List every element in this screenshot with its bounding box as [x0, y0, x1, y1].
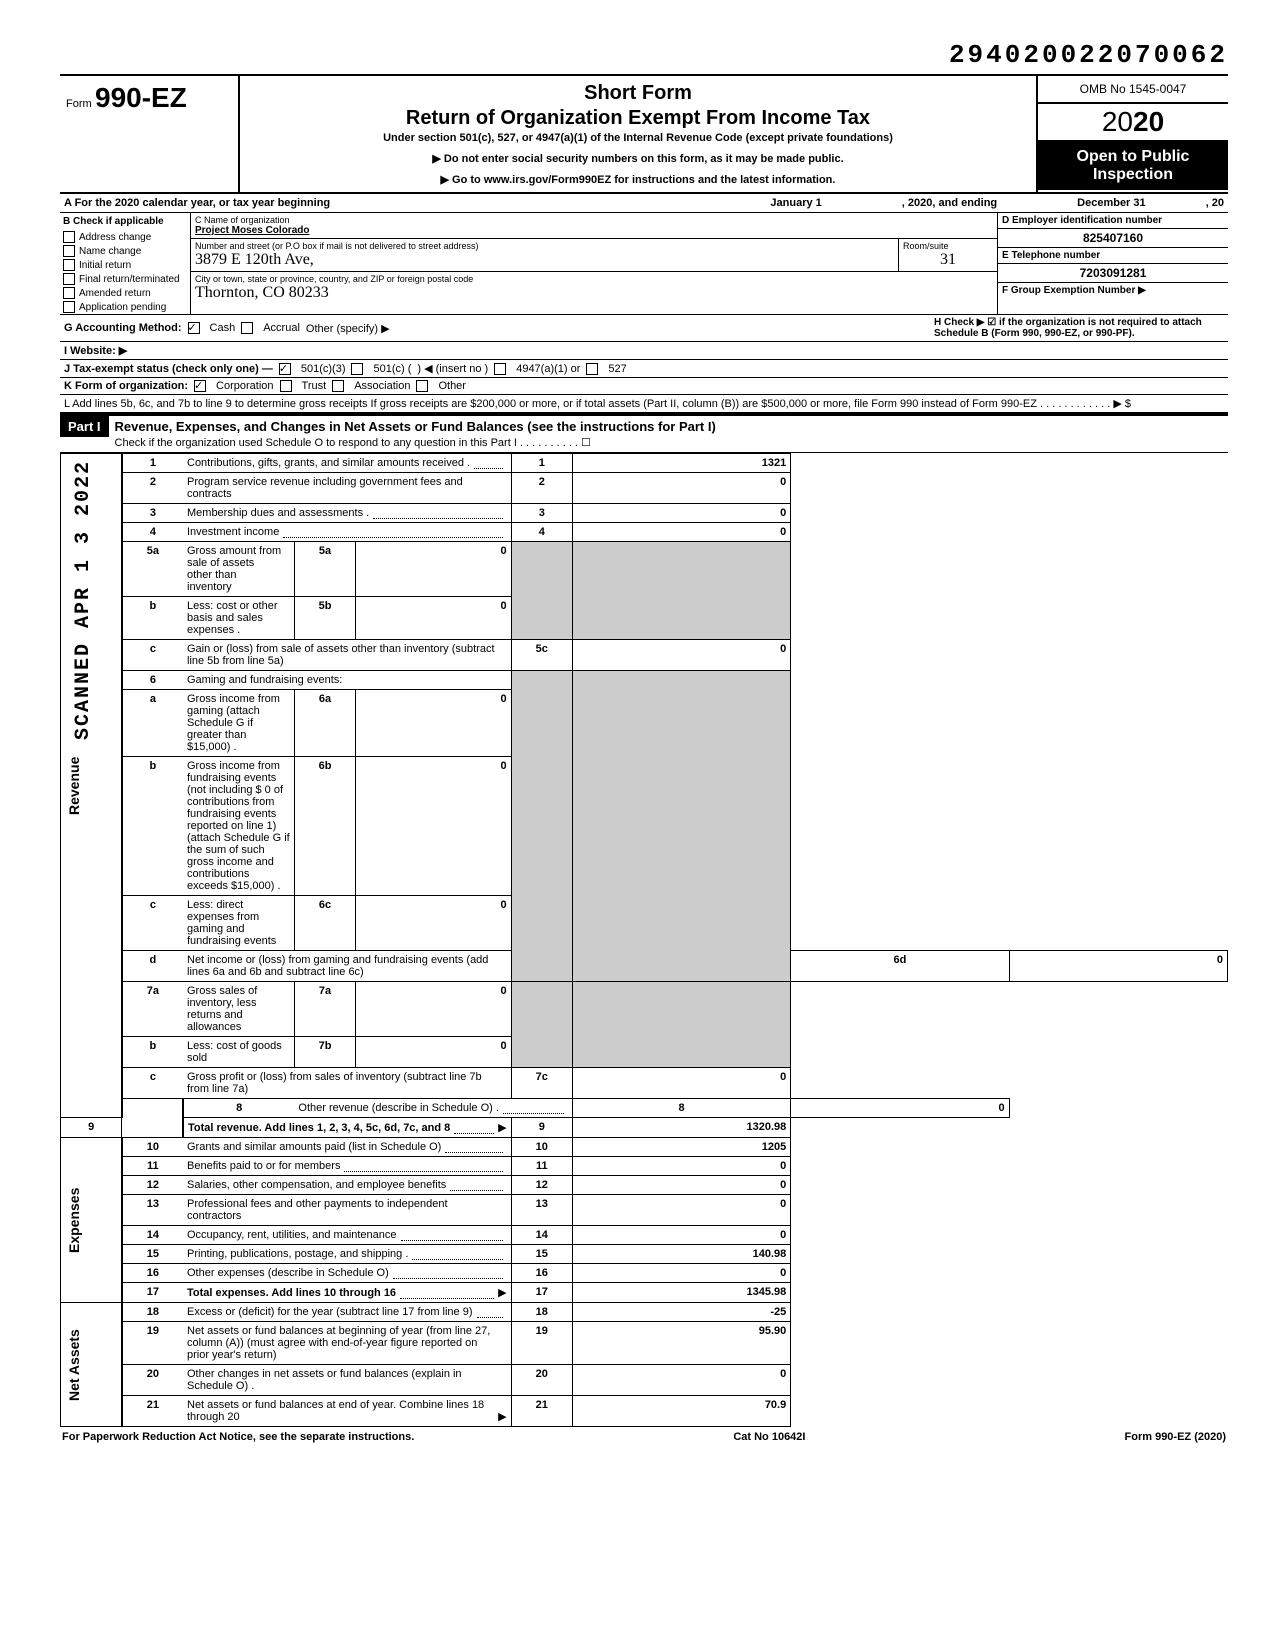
row-k: K Form of organization: Corporation Trus… — [60, 378, 1228, 395]
year-prefix: 20 — [1102, 106, 1133, 137]
row-j: J Tax-exempt status (check only one) — 5… — [60, 360, 1228, 378]
street-label: Number and street (or P.O box if mail is… — [195, 241, 894, 251]
city-value: Thornton, CO 80233 — [195, 284, 993, 302]
chk-cash[interactable] — [188, 322, 200, 334]
chk-4947[interactable] — [494, 363, 506, 375]
chk-trust[interactable] — [280, 380, 292, 392]
group-exemption: F Group Exemption Number ▶ — [998, 283, 1228, 298]
amt-1: 1321 — [572, 454, 790, 473]
chk-final-return[interactable]: Final return/terminated — [60, 272, 190, 286]
org-name-value: Project Moses Colorado — [195, 225, 993, 236]
row-g-label: G Accounting Method: — [64, 322, 182, 334]
chk-assoc[interactable] — [332, 380, 344, 392]
header-info-grid: B Check if applicable Address change Nam… — [60, 213, 1228, 315]
form-container: SCANNED APR 1 3 2022 294020022070062 For… — [60, 40, 1228, 1447]
form-subtitle: Under section 501(c), 527, or 4947(a)(1)… — [248, 132, 1028, 144]
city-label: City or town, state or province, country… — [195, 274, 993, 284]
short-form-label: Short Form — [248, 82, 1028, 105]
chk-501c[interactable] — [351, 363, 363, 375]
chk-initial-return[interactable]: Initial return — [60, 258, 190, 272]
chk-name-change[interactable]: Name change — [60, 244, 190, 258]
chk-accrual[interactable] — [241, 322, 253, 334]
section-b-header: B Check if applicable — [60, 213, 190, 230]
tax-year: 2020 — [1038, 104, 1228, 142]
chk-corp[interactable] — [194, 380, 206, 392]
row-g-h: G Accounting Method: Cash Accrual Other … — [60, 315, 1228, 342]
row-a-mid: , 2020, and ending — [902, 197, 997, 209]
row-l-text: L Add lines 5b, 6c, and 7b to line 9 to … — [64, 397, 1131, 410]
phone-label: E Telephone number — [998, 248, 1228, 264]
footer-right: Form 990-EZ (2020) — [1125, 1431, 1226, 1443]
form-prefix: Form — [66, 98, 92, 110]
net-assets-label: Net Assets — [61, 1303, 122, 1427]
row-i: I Website: ▶ — [60, 342, 1228, 360]
form-number: 990-EZ — [95, 82, 187, 113]
ein-label: D Employer identification number — [998, 213, 1228, 229]
website-label: I Website: ▶ — [64, 344, 127, 357]
street-cell: Number and street (or P.O box if mail is… — [191, 239, 899, 271]
room-cell: Room/suite 31 — [899, 239, 997, 271]
year-bold: 20 — [1133, 106, 1164, 137]
room-label: Room/suite — [903, 241, 993, 251]
chk-527[interactable] — [586, 363, 598, 375]
org-name-label: C Name of organization — [195, 215, 993, 225]
header-note-1: ▶ Do not enter social security numbers o… — [248, 152, 1028, 165]
footer-left: For Paperwork Reduction Act Notice, see … — [62, 1431, 414, 1443]
section-c: C Name of organization Project Moses Col… — [191, 213, 998, 314]
part-1-label: Part I — [60, 416, 109, 437]
row-a-tax-year: A For the 2020 calendar year, or tax yea… — [60, 194, 1228, 213]
org-name-row: C Name of organization Project Moses Col… — [191, 213, 997, 239]
header-right: OMB No 1545-0047 2020 Open to Public Ins… — [1036, 76, 1228, 192]
financial-table: Revenue 1 Contributions, gifts, grants, … — [60, 453, 1228, 1427]
row-a-end: December 31 — [1077, 197, 1146, 209]
phone-value: 7203091281 — [998, 264, 1228, 283]
header-center: Short Form Return of Organization Exempt… — [240, 76, 1036, 192]
part-1-title: Revenue, Expenses, and Changes in Net As… — [109, 416, 1228, 452]
part-1-header: Part I Revenue, Expenses, and Changes in… — [60, 414, 1228, 453]
row-l: L Add lines 5b, 6c, and 7b to line 9 to … — [60, 395, 1228, 414]
section-b: B Check if applicable Address change Nam… — [60, 213, 191, 314]
open-to-public: Open to Public Inspection — [1038, 142, 1228, 190]
row-a-year: , 20 — [1206, 197, 1224, 209]
form-title: Return of Organization Exempt From Incom… — [248, 107, 1028, 130]
top-dln-number: 294020022070062 — [60, 40, 1228, 70]
form-header: Form 990-EZ Short Form Return of Organiz… — [60, 74, 1228, 194]
row-a-label: A For the 2020 calendar year, or tax yea… — [64, 197, 330, 209]
part-1-sub: Check if the organization used Schedule … — [115, 437, 591, 449]
row-j-label: J Tax-exempt status (check only one) — — [64, 363, 273, 375]
other-specify: Other (specify) ▶ — [306, 322, 390, 335]
chk-amended[interactable]: Amended return — [60, 286, 190, 300]
ein-value: 825407160 — [998, 229, 1228, 248]
chk-501c3[interactable] — [279, 363, 291, 375]
chk-pending[interactable]: Application pending — [60, 300, 190, 314]
expenses-label: Expenses — [61, 1138, 122, 1303]
row-a-begin: January 1 — [770, 197, 821, 209]
chk-address-change[interactable]: Address change — [60, 230, 190, 244]
row-h: H Check ▶ ☑ if the organization is not r… — [934, 317, 1224, 339]
footer: For Paperwork Reduction Act Notice, see … — [60, 1427, 1228, 1447]
omb-number: OMB No 1545-0047 — [1038, 76, 1228, 104]
section-d: D Employer identification number 8254071… — [998, 213, 1228, 314]
city-cell: City or town, state or province, country… — [191, 272, 997, 304]
room-value: 31 — [903, 251, 993, 269]
header-note-2: ▶ Go to www.irs.gov/Form990EZ for instru… — [248, 173, 1028, 186]
form-number-box: Form 990-EZ — [60, 76, 240, 192]
ln-1: 1 — [122, 454, 183, 473]
revenue-label: Revenue — [61, 454, 122, 1118]
chk-other-org[interactable] — [416, 380, 428, 392]
footer-mid: Cat No 10642I — [733, 1431, 805, 1443]
row-k-label: K Form of organization: — [64, 380, 188, 392]
street-value: 3879 E 120th Ave, — [195, 251, 894, 269]
